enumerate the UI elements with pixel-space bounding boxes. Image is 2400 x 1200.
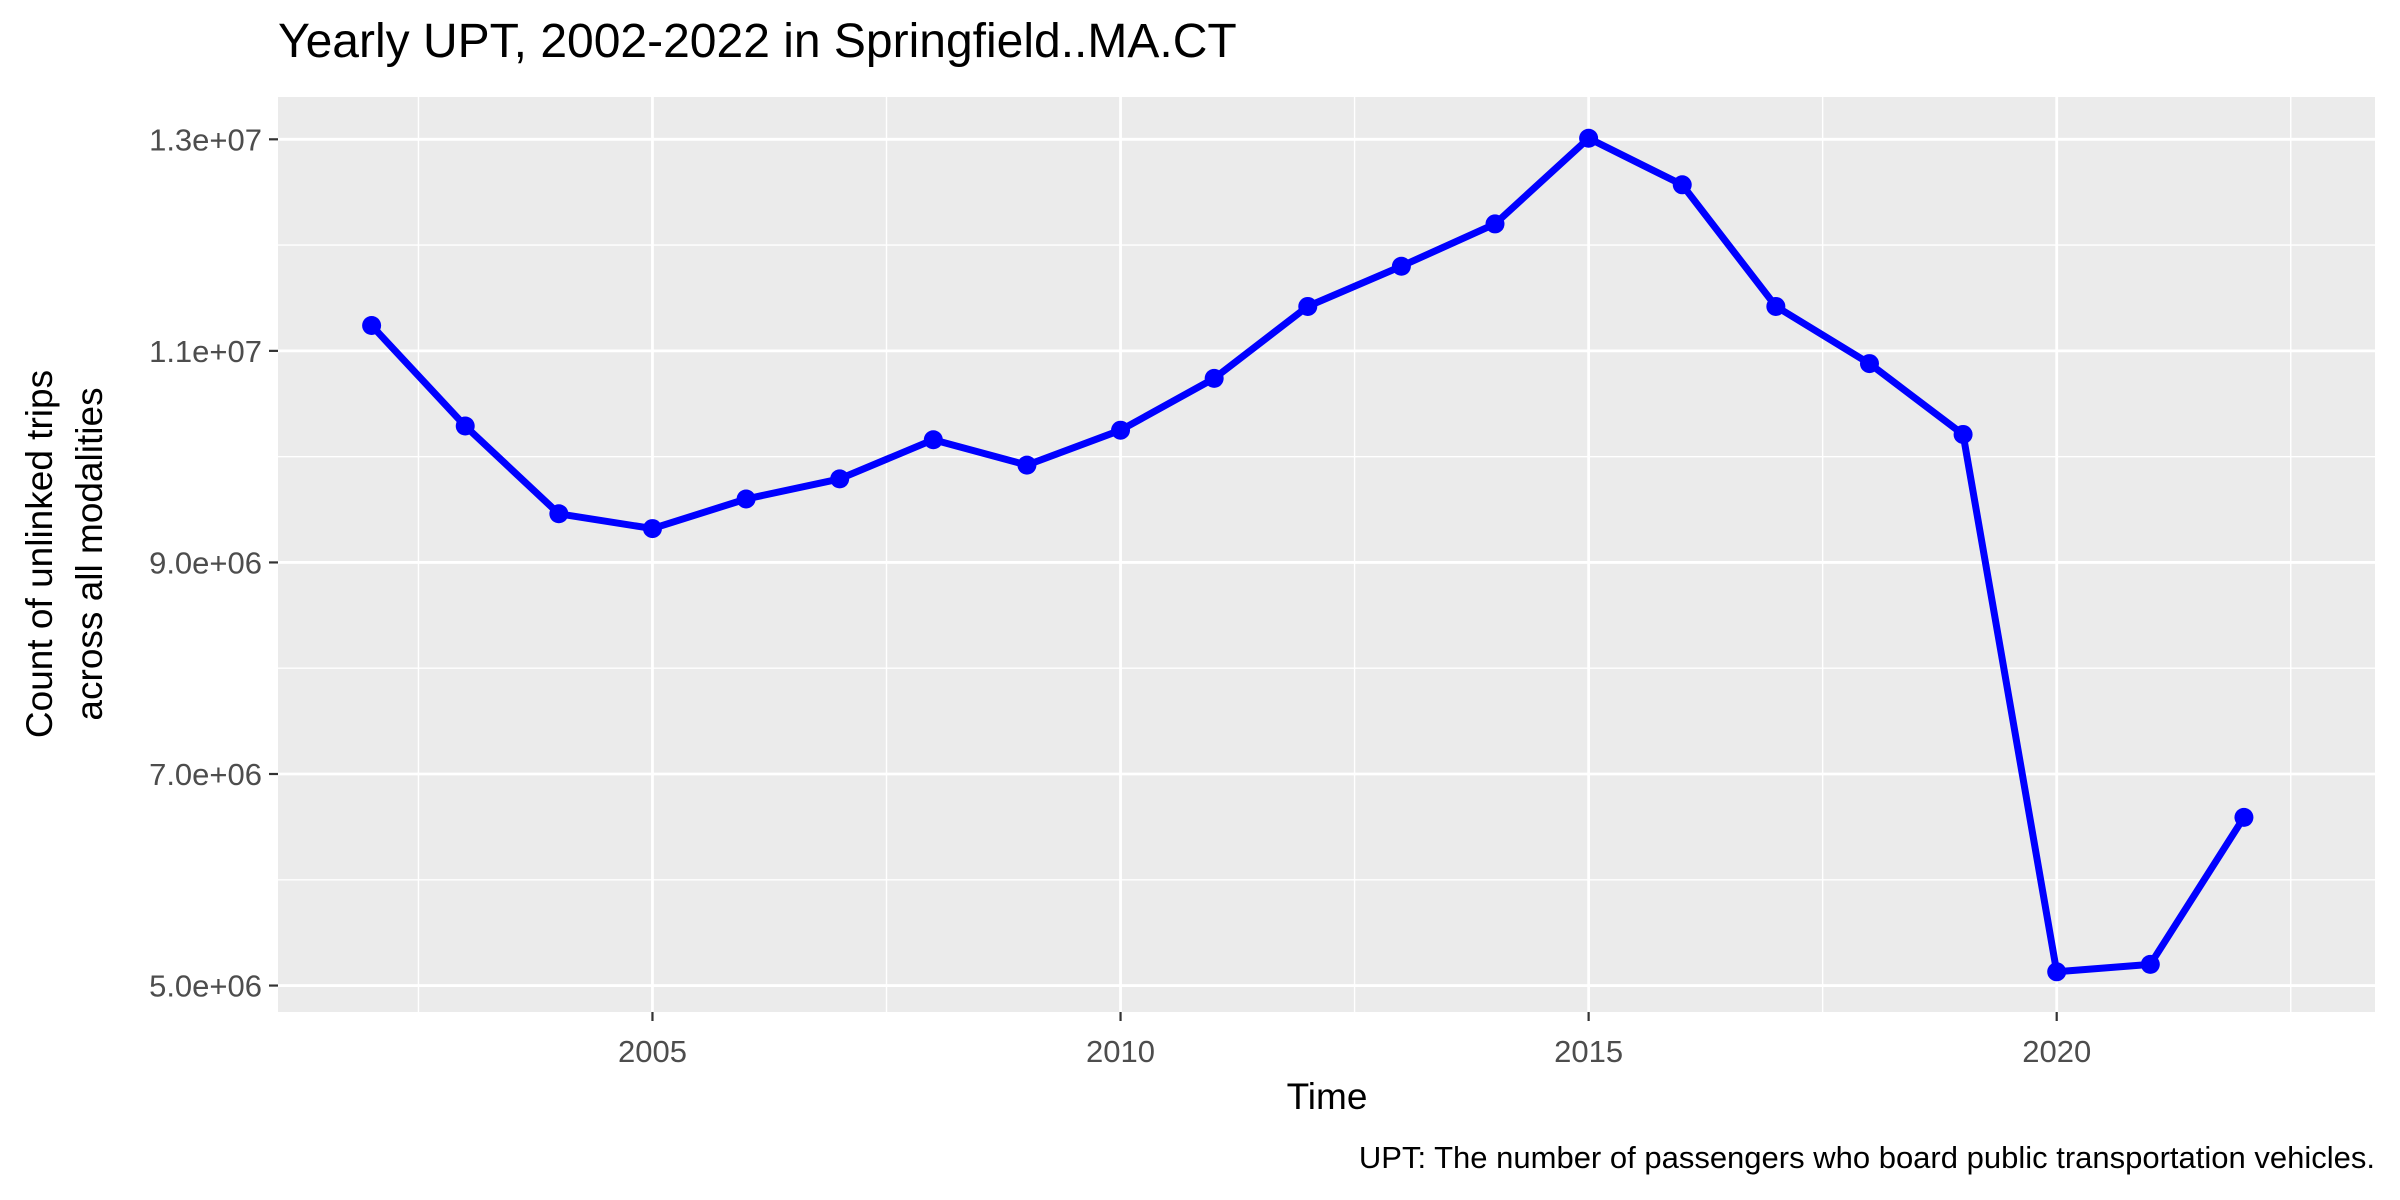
x-tick-label: 2005	[618, 1034, 687, 1069]
y-tick-label: 1.3e+07	[149, 122, 262, 157]
data-point	[1017, 455, 1037, 475]
x-tick-label: 2010	[1086, 1034, 1155, 1069]
data-point	[362, 315, 382, 335]
data-point	[1672, 175, 1692, 195]
y-tick-label: 7.0e+06	[149, 757, 262, 792]
major-gridlines	[278, 97, 2375, 1012]
data-point	[1391, 256, 1411, 276]
data-point	[830, 469, 850, 489]
data-point	[1111, 420, 1131, 440]
y-axis: 5.0e+06 7.0e+06 9.0e+06 1.1e+07 1.3e+07	[149, 122, 278, 1004]
chart-title: Yearly UPT, 2002-2022 in Springfield..MA…	[278, 15, 1237, 68]
y-axis-title-line-2: across all modalities	[69, 387, 110, 720]
chart-caption: UPT: The number of passengers who board …	[1359, 1140, 2375, 1175]
data-point	[642, 519, 662, 539]
x-axis: 2005 2010 2015 2020	[618, 1012, 2091, 1069]
x-tick-label: 2020	[2022, 1034, 2091, 1069]
data-point	[736, 489, 756, 509]
minor-gridlines	[278, 97, 2375, 1012]
y-tick-label: 1.1e+07	[149, 334, 262, 369]
series-layer	[362, 128, 2254, 982]
plot-panel	[278, 97, 2375, 1012]
data-point	[1766, 296, 1786, 316]
data-point	[1579, 128, 1599, 148]
y-tick-label: 9.0e+06	[149, 545, 262, 580]
data-point	[2140, 954, 2160, 974]
x-tick-label: 2015	[1554, 1034, 1623, 1069]
y-tick-label: 5.0e+06	[149, 969, 262, 1004]
data-point	[2047, 962, 2067, 982]
data-point	[1298, 296, 1318, 316]
data-point	[2234, 807, 2254, 827]
data-point	[1953, 424, 1973, 444]
data-point	[1859, 354, 1879, 374]
data-point	[1485, 214, 1505, 234]
y-axis-title-line-1: Count of unlinked trips	[19, 370, 60, 738]
data-point	[549, 504, 569, 524]
data-point	[923, 430, 943, 450]
x-axis-title: Time	[1287, 1076, 1368, 1117]
data-point	[1204, 368, 1224, 388]
data-point	[455, 416, 475, 436]
